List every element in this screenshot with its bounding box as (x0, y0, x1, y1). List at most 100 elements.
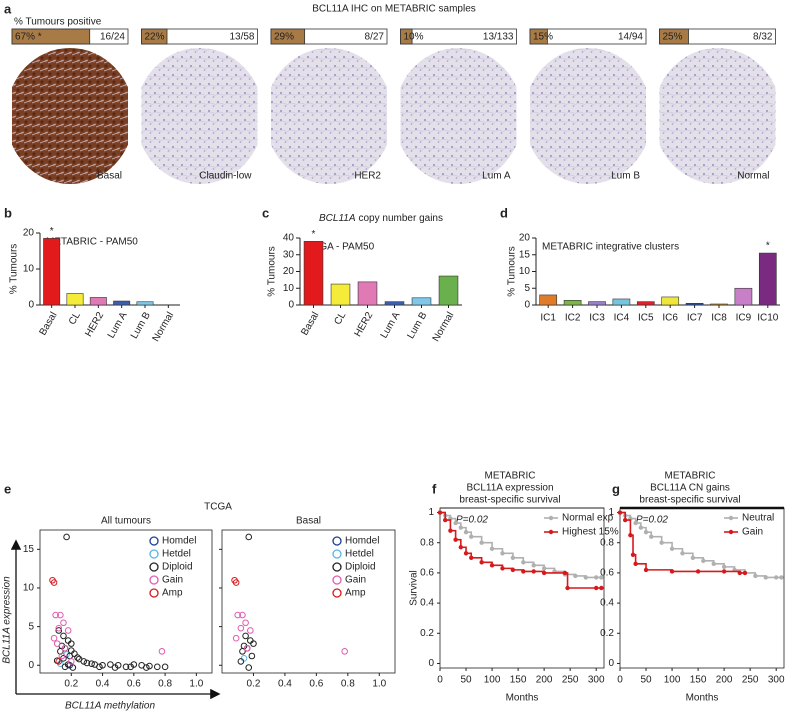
percent-label: 22% (145, 32, 165, 43)
x-tick-label: 100 (484, 675, 501, 686)
percent-bar (141, 28, 168, 45)
censor-mark (463, 529, 469, 535)
x-tick-label: 0 (437, 675, 443, 686)
data-point (232, 579, 240, 586)
data-point (83, 659, 91, 667)
x-tick-label: 0.4 (96, 679, 110, 690)
data-point (122, 663, 130, 671)
data-point (57, 611, 64, 619)
chart-title: BCL11A CN gains (650, 483, 730, 494)
x-tick-label: 250 (742, 675, 759, 686)
data-point (80, 658, 88, 665)
censor-mark (669, 569, 675, 574)
data-point (67, 658, 75, 665)
bar (734, 287, 753, 306)
x-tick-label: 50 (460, 675, 472, 686)
data-point (240, 655, 248, 662)
censor-mark (701, 558, 706, 564)
data-point (58, 652, 66, 660)
x-tick-label: IC1 (540, 313, 556, 324)
tissue-label: Claudin-low (199, 171, 252, 182)
percent-bar (270, 28, 306, 45)
legend-marker (332, 536, 342, 546)
tissue-label: Lum A (482, 171, 511, 182)
censor-mark (521, 560, 526, 565)
y-tick-label: 0.4 (600, 598, 614, 609)
survival-curve (620, 511, 745, 574)
percent-label: 10% (404, 32, 424, 43)
percent-bar (659, 28, 689, 45)
panel-letter: b (4, 205, 12, 220)
y-tick-label: 0.2 (420, 628, 434, 639)
percent-label: 15% (533, 32, 553, 43)
legend-label: Normal exp (562, 513, 614, 524)
data-point (74, 654, 81, 661)
legend-label: Hetdel (162, 549, 191, 560)
legend-marker (548, 529, 554, 535)
y-tick-label: 40 (283, 233, 295, 244)
y-tick-label: 1 (428, 507, 434, 518)
censor-mark (583, 575, 588, 580)
legend-marker (728, 529, 734, 535)
header-gene: BCL11A (319, 213, 356, 224)
y-tick-label: 20 (23, 228, 35, 239)
tissue-core (271, 48, 387, 184)
data-point (239, 611, 246, 619)
censor-mark (500, 566, 505, 571)
percent-bar (529, 28, 548, 45)
data-point (146, 662, 153, 670)
chart-title: TCGA - PAM50 (306, 242, 375, 253)
censor-mark (531, 563, 536, 568)
y-tick-label: 0.6 (420, 568, 434, 579)
chart-title: METABRIC integrative clusters (542, 242, 679, 253)
censor-mark (737, 570, 742, 576)
y-axis-label: % Tumours (507, 246, 518, 297)
chart-title: BCL11A expression (466, 483, 553, 494)
data-point (232, 634, 240, 642)
bar (612, 298, 631, 306)
x-tick-label: HER2 (83, 310, 106, 339)
censor-mark (599, 575, 604, 580)
tissue-label: HER2 (354, 171, 381, 182)
y-tick-label: 15 (23, 544, 35, 555)
x-tick-label: 300 (768, 675, 785, 686)
y-tick-label: 5 (524, 283, 530, 294)
tissue-core (141, 48, 258, 184)
data-point (53, 640, 61, 647)
bar (563, 300, 582, 306)
censor-mark (593, 585, 599, 591)
bar (357, 281, 378, 306)
x-tick-label: IC10 (757, 313, 779, 324)
y-tick-label: 0.8 (420, 537, 434, 548)
censor-mark (458, 525, 464, 530)
bar (113, 300, 131, 306)
censor-mark (617, 510, 623, 515)
x-tick-label: HER2 (353, 310, 376, 339)
censor-mark (443, 517, 448, 523)
x-tick-label: Basal (38, 310, 60, 337)
x-tick-label: 0.8 (158, 679, 172, 690)
x-tick-label: Lum A (106, 310, 130, 340)
y-axis-label: % Tumours (9, 244, 20, 295)
x-tick-label: 1.0 (372, 679, 386, 690)
y-tick-label: 0 (28, 660, 34, 671)
y-tick-label: 0.8 (600, 537, 614, 548)
bar (661, 296, 680, 306)
censor-mark (628, 532, 633, 538)
censor-mark (643, 567, 649, 573)
censor-mark (623, 517, 628, 523)
censor-mark (453, 537, 458, 542)
y-tick-label: 0 (28, 300, 34, 311)
panel-letter: e (4, 481, 11, 496)
x-tick-label: 300 (588, 675, 605, 686)
censor-mark (599, 585, 604, 591)
x-tick-label: 0.4 (278, 679, 292, 690)
bar (685, 303, 704, 306)
x-tick-label: Normal (431, 310, 457, 343)
significance-marker: * (50, 226, 54, 237)
bar (588, 301, 606, 306)
censor-mark (448, 528, 453, 533)
data-point (52, 611, 59, 619)
data-point (88, 660, 95, 668)
censor-mark (510, 555, 516, 561)
